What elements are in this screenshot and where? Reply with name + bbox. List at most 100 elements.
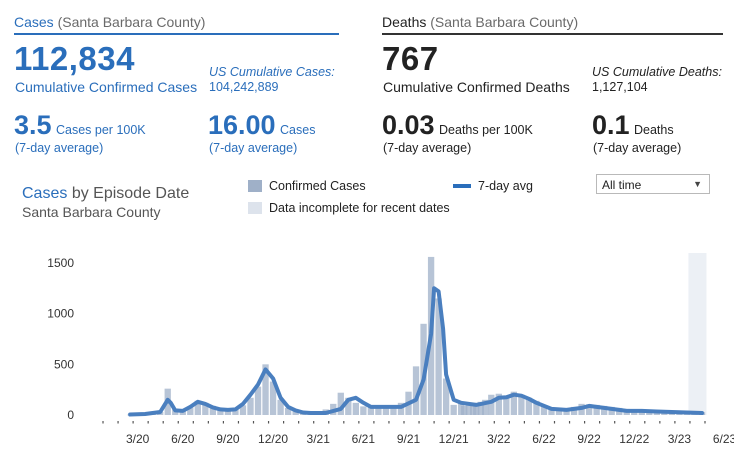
bar-confirmed-cases [202,402,209,415]
time-range-select[interactable]: All time ▼ [596,174,710,194]
x-minor-tick [102,421,104,424]
x-minor-tick [508,421,510,424]
bar-confirmed-cases [382,407,390,415]
x-minor-tick [237,421,240,424]
cases-count: 16.00 Cases [208,110,315,141]
bar-confirmed-cases [194,400,201,415]
x-minor-tick [659,421,661,424]
bar-confirmed-cases [209,405,217,415]
x-minor-tick [674,421,676,424]
deaths-total: 767 [382,40,439,77]
bar-confirmed-cases [540,405,548,415]
bar-confirmed-cases [375,406,382,415]
chart-subtitle: Santa Barbara County [22,204,161,220]
deaths-count: 0.1 Deaths [592,110,674,141]
bar-confirmed-cases [525,397,533,415]
x-minor-tick [493,421,495,424]
deaths-header: Deaths (Santa Barbara County) [382,14,578,30]
x-tick-label: 12/22 [619,432,649,446]
cases-rate-avg: (7-day average) [15,141,104,155]
x-tick-label: 3/21 [307,432,331,446]
bar-confirmed-cases [593,404,600,415]
bar-confirmed-cases [477,401,484,415]
x-minor-tick [553,421,556,424]
x-minor-tick [192,421,194,424]
bar-confirmed-cases [262,364,269,415]
cases-rate: 3.5 Cases per 100K [14,110,146,141]
y-tick-label: 0 [67,408,74,422]
us-deaths-value: 1,127,104 [592,80,648,94]
x-minor-tick [343,421,345,424]
x-minor-tick [252,421,255,424]
chart-title-main: Cases [22,185,68,202]
x-minor-tick [614,421,616,424]
bar-confirmed-cases [442,378,450,415]
cases-header-county: (Santa Barbara County) [57,14,206,30]
x-tick-label: 3/23 [668,432,692,446]
x-minor-tick [538,421,541,424]
bar-confirmed-cases [585,404,593,415]
chart-title-rest: by Episode Date [71,185,190,202]
bar-confirmed-cases [465,404,472,415]
x-minor-tick [328,421,330,424]
x-minor-tick [132,421,134,424]
x-minor-tick [117,421,119,424]
x-minor-tick [418,421,420,424]
x-minor-tick [147,421,149,424]
x-minor-tick [162,421,164,424]
x-minor-tick [463,421,465,424]
x-minor-tick [403,421,405,424]
bar-confirmed-cases [495,393,502,415]
bar-confirmed-cases [284,407,292,415]
x-tick-label: 3/20 [126,432,150,446]
bar-confirmed-cases [352,402,360,415]
deaths-total-label: Cumulative Confirmed Deaths [383,79,570,95]
bar-confirmed-cases [600,405,608,415]
deaths-rate: 0.03 Deaths per 100K [382,110,533,141]
bar-confirmed-cases [217,408,224,415]
x-tick-label: 12/21 [439,432,469,446]
x-tick-label: 12/20 [258,432,288,446]
bar-confirmed-cases [510,391,518,415]
y-tick-label: 1000 [47,307,74,321]
x-minor-tick [599,421,601,424]
x-minor-tick [448,421,450,424]
cases-total-label: Cumulative Confirmed Cases [15,79,198,95]
x-minor-tick [358,421,360,424]
cases-total: 112,834 [14,40,135,77]
cases-count-unit: Cases [280,123,316,137]
cases-rate-unit: Cases per 100K [56,123,146,137]
chevron-down-icon: ▼ [693,179,702,189]
us-cases-value: 104,242,889 [209,80,279,94]
x-minor-tick [267,421,270,424]
cases-header: Cases (Santa Barbara County) [14,14,205,30]
chart-title: Cases by Episode Date [22,185,189,203]
x-minor-tick [373,421,375,424]
x-minor-tick [523,421,525,424]
bar-confirmed-cases [555,408,563,415]
legend-confirmed-swatch [248,180,262,192]
deaths-header-county: (Santa Barbara County) [430,14,579,30]
x-minor-tick [207,421,209,424]
legend-avg-swatch [453,184,471,188]
bar-confirmed-cases [232,409,239,415]
us-deaths-label: US Cumulative Deaths: [592,65,722,79]
bar-confirmed-cases [450,404,457,415]
cases-count-avg: (7-day average) [209,141,298,155]
deaths-count-avg: (7-day average) [593,141,682,155]
bar-confirmed-cases [187,407,194,415]
deaths-count-value: 0.1 [592,110,630,140]
x-tick-label: 9/22 [577,432,601,446]
bar-confirmed-cases [367,406,375,415]
deaths-count-unit: Deaths [634,123,674,137]
bar-confirmed-cases [461,405,468,415]
us-cases-label: US Cumulative Cases: [209,65,335,79]
cases-count-value: 16.00 [208,110,276,140]
bar-confirmed-cases [533,400,540,415]
bar-confirmed-cases [254,386,262,415]
deaths-header-rule [382,33,723,35]
x-minor-tick [629,421,631,424]
x-minor-tick [388,421,390,424]
x-tick-label: 6/21 [352,432,376,446]
legend-confirmed-label: Confirmed Cases [269,179,366,193]
